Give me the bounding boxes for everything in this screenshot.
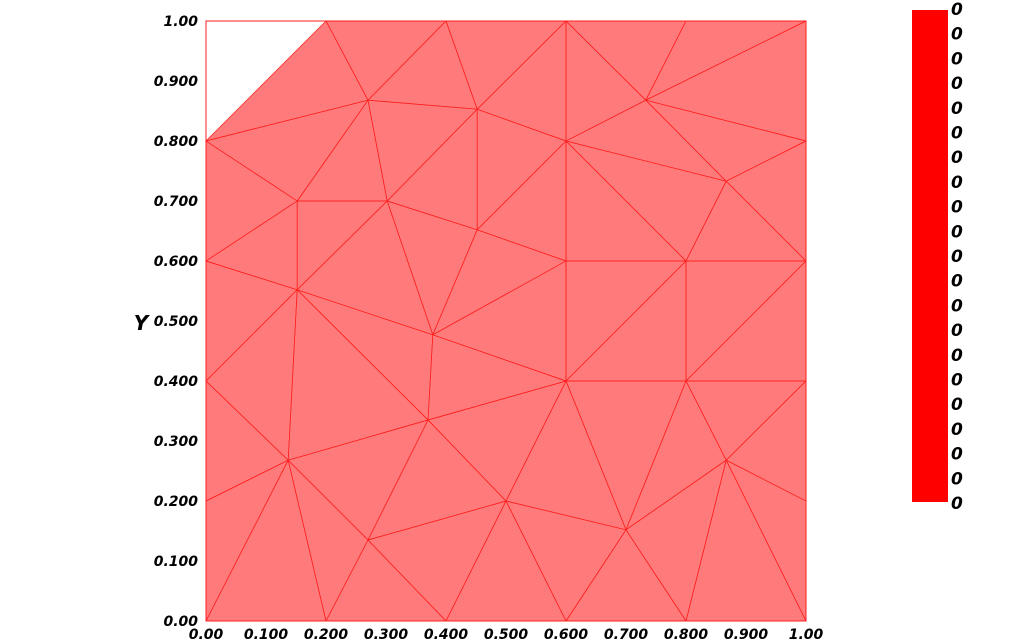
colorbar-label: 0: [951, 222, 963, 242]
colorbar: [912, 10, 948, 502]
colorbar-label: 0: [951, 494, 963, 514]
mesh-fill: [205, 20, 807, 622]
y-tick-label: 0.500: [154, 314, 199, 330]
colorbar-label: 0: [951, 49, 963, 69]
plot-border: [205, 20, 807, 622]
colorbar-label: 0: [951, 0, 963, 20]
x-tick-label: 0.900: [724, 627, 769, 643]
y-tick-label: 0.400: [154, 374, 199, 390]
x-tick-label: 0.500: [484, 627, 529, 643]
y-tick-label: 0.700: [154, 194, 199, 210]
colorbar-label: 0: [951, 148, 963, 168]
colorbar-label: 0: [951, 198, 963, 218]
colorbar-label: 0: [951, 272, 963, 292]
x-tick-label: 0.00: [189, 627, 224, 643]
x-tick-label: 1.00: [789, 627, 824, 643]
colorbar-label: 0: [951, 445, 963, 465]
x-tick-label: 0.800: [664, 627, 709, 643]
y-axis-title: Y: [134, 311, 151, 335]
x-axis: 0.00 0.100 0.200 0.300 0.400 0.500 0.600 0.700 0…: [189, 627, 824, 643]
colorbar-label: 0: [951, 124, 963, 144]
x-tick-label: 0.300: [364, 627, 409, 643]
colorbar-label: 0: [951, 173, 963, 193]
x-tick-label: 0.700: [604, 627, 649, 643]
colorbar-label: 0: [951, 74, 963, 94]
x-tick-label: 0.200: [304, 627, 349, 643]
colorbar-label: 0: [951, 395, 963, 415]
y-tick-label: 0.600: [154, 254, 199, 270]
y-tick-label: 0.800: [154, 134, 199, 150]
y-axis: 0.00 0.100 0.200 0.300 0.400 0.500 0.600 0.700 0…: [154, 14, 199, 630]
colorbar-label: 0: [951, 420, 963, 440]
colorbar-label: 0: [951, 99, 963, 119]
colorbar-label: 0: [951, 296, 963, 316]
colorbar-labels: 0 0 0 0 0 0 0 0 0 0 0 0 0 0 0 0 0 0 0 0 0: [951, 0, 963, 514]
colorbar-label: 0: [951, 371, 963, 391]
y-tick-label: 0.200: [154, 494, 199, 510]
colorbar-label: 0: [951, 247, 963, 267]
y-tick-label: 1.00: [163, 14, 198, 30]
colorbar-label: 0: [951, 469, 963, 489]
colorbar-label: 0: [951, 346, 963, 366]
y-tick-label: 0.300: [154, 434, 199, 450]
y-tick-label: 0.900: [154, 74, 199, 90]
colorbar-label: 0: [951, 321, 963, 341]
x-tick-label: 0.100: [244, 627, 289, 643]
y-tick-label: 0.00: [163, 614, 198, 630]
x-tick-label: 0.400: [424, 627, 469, 643]
x-tick-label: 0.600: [544, 627, 589, 643]
colorbar-label: 0: [951, 25, 963, 45]
y-tick-label: 0.100: [154, 554, 199, 570]
